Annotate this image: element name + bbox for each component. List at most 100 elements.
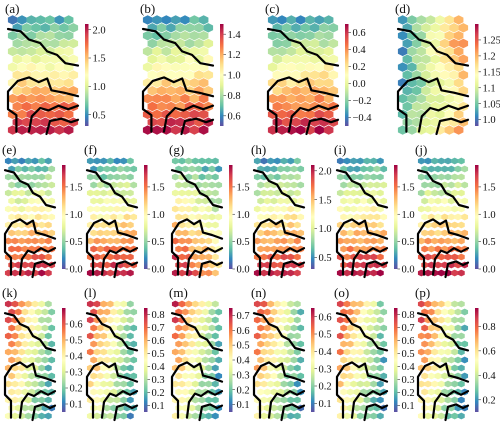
- hex-cell: [4, 348, 12, 356]
- colorbar-tick-label: 0.5: [93, 110, 106, 121]
- hex-cell: [17, 46, 27, 57]
- hex-cell: [309, 70, 320, 80]
- hex-cell: [293, 332, 301, 340]
- cluster-boundary: [350, 247, 389, 276]
- colorbar-tick-label: 1.5: [237, 182, 250, 193]
- hex-cell: [21, 117, 32, 127]
- hex-cell: [166, 54, 176, 64]
- hex-cell: [194, 38, 204, 49]
- hex-cell: [45, 30, 55, 41]
- cluster-boundary: [396, 27, 470, 67]
- hex-cell: [178, 157, 186, 165]
- hex-cell: [18, 348, 26, 356]
- hex-cell: [31, 173, 39, 181]
- hex-cell: [353, 356, 361, 364]
- hex-cell: [376, 173, 384, 181]
- hex-cell: [263, 340, 271, 348]
- hex-cell: [181, 324, 189, 332]
- hex-cell: [181, 388, 189, 396]
- hex-cell: [90, 181, 98, 189]
- hex-cell: [451, 173, 459, 181]
- panel-label: (p): [415, 285, 430, 300]
- hex-cell: [343, 412, 351, 420]
- colorbar-tick-label: −0.2: [353, 96, 372, 107]
- hex-cell: [21, 404, 29, 412]
- hex-cell: [100, 189, 108, 197]
- hex-cell: [208, 213, 216, 221]
- hex-cell: [188, 197, 196, 205]
- hex-cell: [175, 86, 186, 96]
- hex-cell: [350, 316, 358, 324]
- colorbar-tick-label: 1.1: [483, 83, 496, 94]
- hex-cell: [273, 205, 281, 213]
- hex-cell: [44, 348, 52, 356]
- hex-cell: [402, 101, 413, 112]
- colorbar-tick-label: 0.5: [402, 349, 415, 360]
- panel-label: (d): [395, 1, 410, 16]
- hex-cell: [68, 23, 79, 33]
- hex-cell: [24, 173, 32, 181]
- hex-cell: [18, 316, 26, 324]
- hex-cell: [181, 340, 189, 348]
- hex-cell: [435, 109, 445, 120]
- hex-cell: [175, 197, 183, 205]
- hex-cell: [273, 300, 281, 308]
- cluster-boundary: [444, 403, 470, 422]
- hex-cell: [18, 237, 26, 245]
- hex-cell: [215, 197, 223, 205]
- hex-cell: [295, 93, 306, 104]
- hex-cell: [343, 253, 351, 261]
- hex-cell: [116, 213, 124, 221]
- colorbar-tick-label: 0.4: [402, 362, 416, 373]
- hex-cell: [181, 308, 189, 316]
- cluster-boundary: [170, 218, 224, 276]
- hex-cell: [28, 340, 36, 348]
- hex-cell: [195, 308, 203, 316]
- hex-cell: [178, 300, 186, 308]
- hex-cell: [257, 197, 265, 205]
- hex-cell: [431, 332, 439, 340]
- hex-cell: [430, 117, 441, 127]
- hex-cell: [215, 340, 223, 348]
- hex-cell: [44, 269, 52, 277]
- hex-cell: [441, 372, 449, 380]
- hex-cell: [201, 324, 209, 332]
- hex-cell: [48, 229, 56, 237]
- hex-cell: [260, 380, 268, 388]
- hex-cell: [434, 213, 442, 221]
- hex-cell: [427, 340, 435, 348]
- hex-cell: [198, 348, 206, 356]
- hex-cell: [421, 356, 429, 364]
- cluster-boundary: [252, 361, 306, 419]
- hex-cell: [366, 213, 374, 221]
- hex-cell: [126, 316, 134, 324]
- colorbar: [475, 165, 479, 269]
- hex-cell: [411, 23, 422, 33]
- hex-cell: [287, 205, 295, 213]
- hex-cell: [194, 54, 204, 64]
- hex-cell: [126, 173, 134, 181]
- hex-cell: [376, 189, 384, 197]
- hex-cell: [103, 308, 111, 316]
- hex-cell: [425, 109, 436, 120]
- hex-cell: [257, 356, 265, 364]
- hex-cell: [380, 213, 388, 221]
- panel-label: (l): [84, 285, 96, 300]
- hex-cell: [126, 221, 134, 229]
- colorbar: [311, 165, 315, 269]
- hex-cell: [291, 117, 301, 127]
- hex-cell: [4, 237, 12, 245]
- hex-cell: [90, 372, 98, 380]
- hex-cell: [444, 396, 452, 404]
- hex-cell: [454, 308, 462, 316]
- hex-cell: [263, 308, 271, 316]
- hex-cell: [346, 181, 354, 189]
- hex-cell: [103, 213, 111, 221]
- hex-cell: [201, 356, 209, 364]
- hex-cell: [253, 205, 261, 213]
- hex-cell: [126, 396, 134, 404]
- hex-cell: [356, 269, 364, 277]
- hex-cell: [21, 165, 29, 173]
- hex-cell: [198, 300, 206, 308]
- hex-cell: [147, 86, 158, 96]
